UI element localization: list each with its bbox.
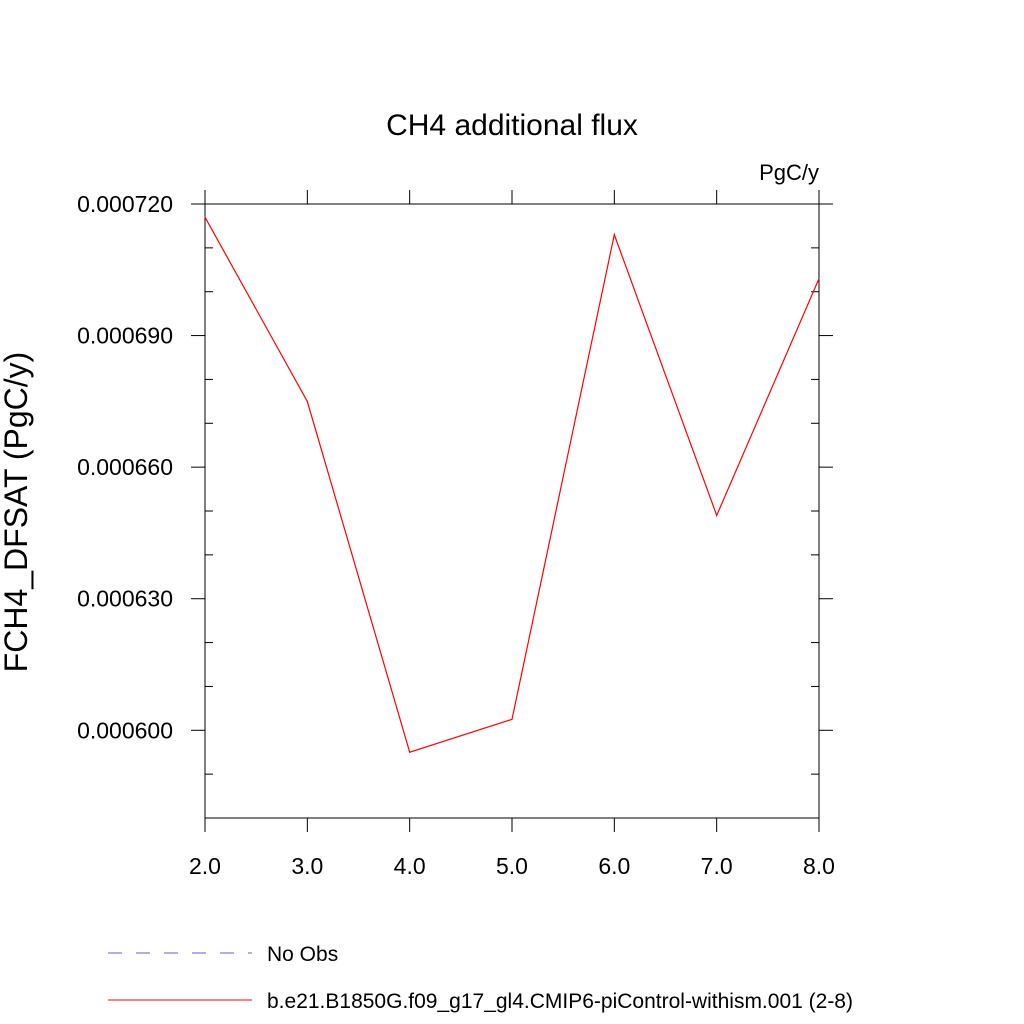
series-line [204, 216, 820, 753]
x-tick-label: 4.0 [394, 853, 426, 879]
data-point [204, 216, 206, 218]
x-tick-label: 2.0 [189, 853, 221, 879]
y-tick-label: 0.000660 [77, 454, 173, 480]
legend: No Obs b.e21.B1850G.f09_g17_gl4.CMIP6-piC… [108, 943, 853, 1013]
legend-label: No Obs [267, 943, 338, 966]
series-layer [204, 216, 820, 753]
x-tick-label: 7.0 [701, 853, 733, 879]
data-point [409, 751, 411, 753]
y-axis-label: FCH4_DFSAT (PgC/y) [0, 352, 34, 673]
data-point [818, 277, 820, 280]
data-point [716, 514, 718, 516]
x-tick-label: 3.0 [291, 853, 323, 879]
x-tick-label: 5.0 [496, 853, 528, 879]
axis-ticks [191, 190, 833, 832]
y-tick-label: 0.000690 [77, 323, 173, 349]
data-point [306, 400, 308, 402]
y-tick-label: 0.000630 [77, 586, 173, 612]
data-point [613, 234, 615, 236]
data-point [511, 718, 513, 720]
plot-frame [204, 203, 820, 819]
chart-title: CH4 additional flux [386, 109, 638, 142]
x-tick-label: 8.0 [803, 853, 835, 879]
y-tick-label: 0.000600 [77, 717, 173, 743]
units-label: PgC/y [759, 160, 819, 185]
y-tick-labels: 0.000600 0.000630 0.000660 0.000690 0.000720 [77, 191, 173, 743]
y-tick-label: 0.000720 [77, 191, 173, 217]
legend-label: b.e21.B1850G.f09_g17_gl4.CMIP6-piControl… [267, 990, 853, 1013]
x-tick-label: 6.0 [598, 853, 630, 879]
x-tick-labels: 2.0 3.0 4.0 5.0 6.0 7.0 8.0 [189, 853, 835, 879]
